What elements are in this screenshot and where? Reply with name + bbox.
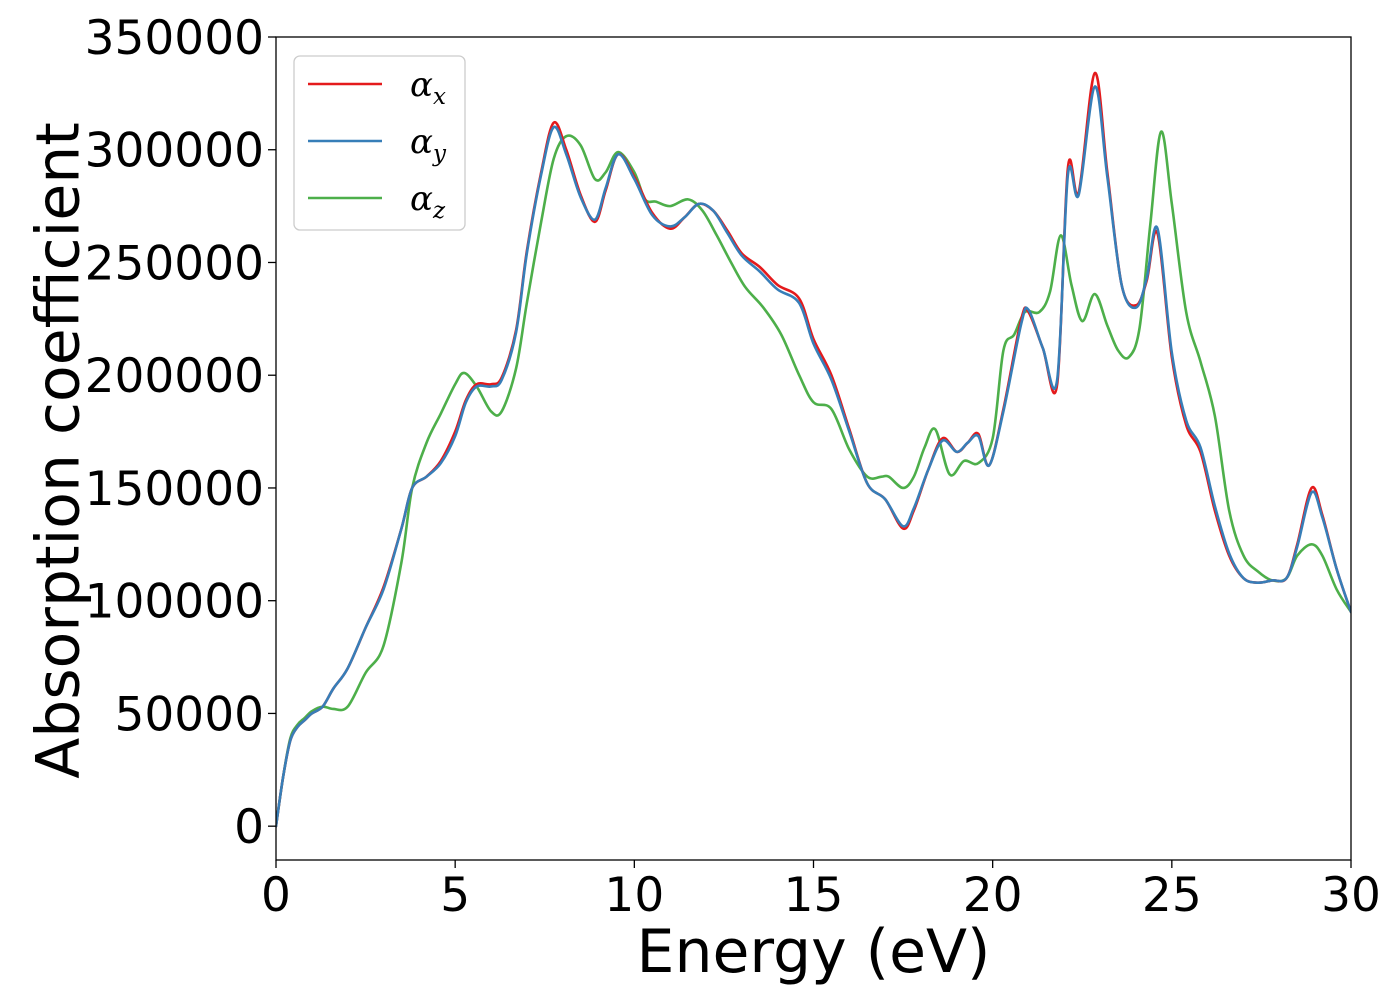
y-tick-label: 300000 xyxy=(85,124,264,179)
x-tick-label: 10 xyxy=(604,868,664,923)
y-axis-label: Absorption coefficient xyxy=(24,122,94,779)
series-line-y xyxy=(276,85,1351,828)
x-axis: 0 5 10 15 20 25 30 xyxy=(261,860,1381,923)
x-tick-label: 0 xyxy=(261,868,291,923)
y-tick-label: 150000 xyxy=(85,462,264,517)
legend-label: α xyxy=(410,122,433,162)
legend-label-subscript: z xyxy=(432,198,446,224)
y-tick-label: 50000 xyxy=(114,687,264,742)
series-line-z xyxy=(276,130,1351,828)
legend-label-subscript: y xyxy=(432,141,447,167)
series-layer xyxy=(276,71,1351,828)
x-tick-label: 30 xyxy=(1321,868,1381,923)
legend: α xα yα z xyxy=(293,55,466,231)
x-axis-label: Energy (eV) xyxy=(637,917,991,987)
legend-box xyxy=(293,55,466,231)
x-tick-label: 25 xyxy=(1142,868,1202,923)
y-axis: 0 50000 100000 150000 200000 250000 300000 3500… xyxy=(85,11,276,855)
y-tick-label: 200000 xyxy=(85,349,264,404)
x-tick-label: 20 xyxy=(963,868,1023,923)
x-tick-label: 15 xyxy=(784,868,844,923)
legend-label: α xyxy=(410,179,433,219)
legend-label-subscript: x xyxy=(433,84,446,110)
y-tick-label: 0 xyxy=(234,800,264,855)
x-tick-label: 5 xyxy=(440,868,470,923)
y-tick-label: 100000 xyxy=(85,575,264,630)
y-tick-label: 250000 xyxy=(85,236,264,291)
legend-label: α xyxy=(410,65,433,105)
y-tick-label: 350000 xyxy=(85,11,264,66)
